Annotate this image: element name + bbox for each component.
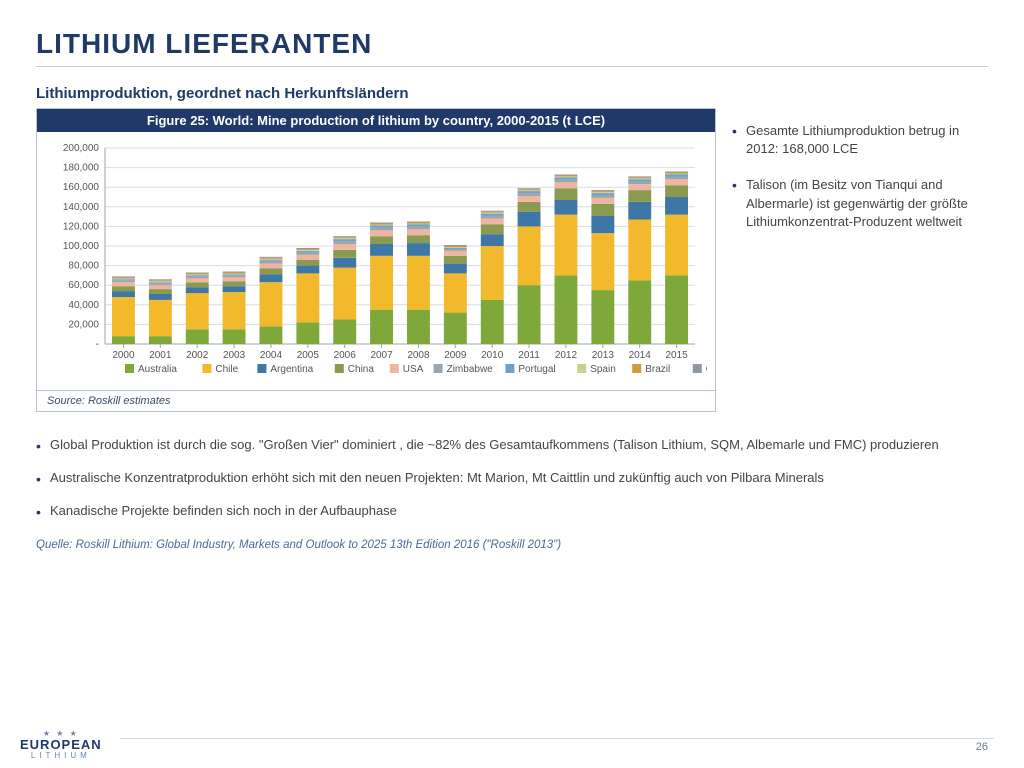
svg-text:2009: 2009	[444, 350, 467, 361]
page-title: LITHIUM LIEFERANTEN	[36, 28, 988, 60]
svg-text:USA: USA	[403, 364, 424, 375]
svg-text:-: -	[96, 339, 99, 350]
svg-text:2002: 2002	[186, 350, 209, 361]
svg-text:40,000: 40,000	[68, 300, 99, 311]
citation: Quelle: Roskill Lithium: Global Industry…	[36, 539, 988, 551]
svg-text:2012: 2012	[555, 350, 578, 361]
svg-text:Australia: Australia	[138, 364, 177, 375]
svg-text:200,000: 200,000	[63, 143, 100, 154]
bottom-bullet: Global Produktion ist durch die sog. "Gr…	[36, 436, 988, 455]
logo-sub: LITHIUM	[31, 751, 91, 760]
svg-text:Spain: Spain	[590, 364, 616, 375]
svg-text:2015: 2015	[665, 350, 688, 361]
bottom-bullets: Global Produktion ist durch die sog. "Gr…	[36, 436, 988, 521]
logo-main: EUROPEAN	[20, 738, 102, 751]
stacked-bar-chart: - 20,000 40,000 60,000 80,000 100,000 120,000 1…	[47, 140, 707, 390]
svg-text:2004: 2004	[260, 350, 283, 361]
svg-text:Brazil: Brazil	[645, 364, 670, 375]
svg-text:2014: 2014	[629, 350, 652, 361]
svg-text:2005: 2005	[297, 350, 320, 361]
side-bullet: Gesamte Lithiumproduktion betrug in 2012…	[732, 122, 988, 158]
svg-text:Portugal: Portugal	[518, 364, 555, 375]
chart-source: Source: Roskill estimates	[37, 390, 715, 411]
svg-text:160,000: 160,000	[63, 182, 100, 193]
chart-panel: Figure 25: World: Mine production of lit…	[36, 108, 716, 412]
svg-text:60,000: 60,000	[68, 280, 99, 291]
svg-text:2006: 2006	[334, 350, 357, 361]
svg-text:2013: 2013	[592, 350, 615, 361]
svg-text:100,000: 100,000	[63, 241, 100, 252]
svg-text:2003: 2003	[223, 350, 246, 361]
svg-text:80,000: 80,000	[68, 261, 99, 272]
svg-text:2010: 2010	[481, 350, 504, 361]
svg-text:140,000: 140,000	[63, 202, 100, 213]
svg-text:2008: 2008	[407, 350, 430, 361]
bottom-bullet: Kanadische Projekte befinden sich noch i…	[36, 502, 988, 521]
footer-rule	[120, 738, 994, 739]
svg-text:Zimbabwe: Zimbabwe	[447, 364, 494, 375]
svg-text:Argentina: Argentina	[270, 364, 313, 375]
svg-text:Canada: Canada	[706, 364, 707, 375]
svg-text:2001: 2001	[149, 350, 172, 361]
logo: ★ ★ ★ EUROPEAN LITHIUM	[20, 727, 102, 760]
page-number: 26	[976, 733, 988, 753]
side-bullet: Talison (im Besitz von Tianqui and Alber…	[732, 176, 988, 231]
footer: ★ ★ ★ EUROPEAN LITHIUM 26	[0, 724, 1024, 768]
chart-title: Figure 25: World: Mine production of lit…	[37, 109, 715, 132]
svg-text:120,000: 120,000	[63, 221, 100, 232]
svg-text:2007: 2007	[370, 350, 393, 361]
bottom-bullet: Australische Konzentratproduktion erhöht…	[36, 469, 988, 488]
side-bullets: Gesamte Lithiumproduktion betrug in 2012…	[732, 108, 988, 412]
svg-text:Chile: Chile	[215, 364, 238, 375]
svg-text:20,000: 20,000	[68, 319, 99, 330]
svg-text:China: China	[348, 364, 375, 375]
title-underline	[36, 66, 988, 67]
svg-text:2000: 2000	[112, 350, 135, 361]
svg-text:2011: 2011	[518, 350, 540, 361]
svg-text:180,000: 180,000	[63, 163, 100, 174]
subtitle: Lithiumproduktion, geordnet nach Herkunf…	[36, 85, 988, 102]
